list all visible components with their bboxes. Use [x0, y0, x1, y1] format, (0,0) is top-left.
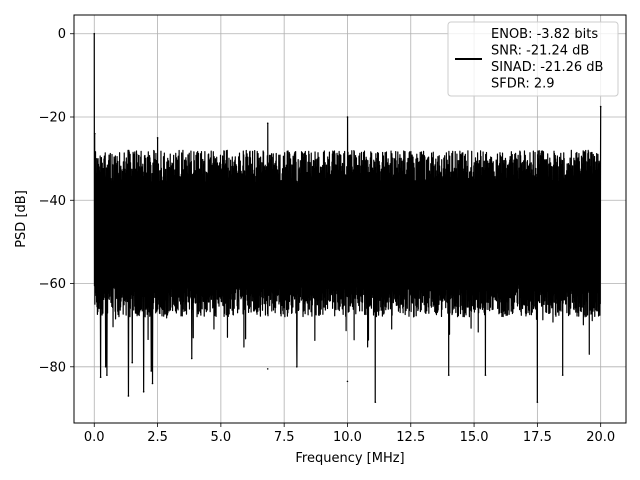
y-tick-label: 0: [58, 27, 66, 42]
psd-peak-point: [266, 122, 269, 125]
plot-frame: [73, 14, 627, 424]
psd-dip-point: [151, 382, 154, 385]
psd-peak-point: [93, 32, 96, 35]
legend-label: ENOB: -3.82 bits SNR: -21.24 dB SINAD: -21…: [491, 27, 603, 92]
psd-peak-point: [346, 116, 349, 118]
psd-dip-point: [142, 390, 145, 393]
psd-dip-point: [150, 370, 153, 372]
y-tick-label: −40: [39, 194, 66, 209]
psd-peak-point: [93, 132, 96, 135]
psd-dip-point: [447, 374, 450, 376]
legend-box: [447, 21, 619, 97]
legend-label-line: SFDR: 2.9: [491, 77, 555, 92]
psd-dip-point: [99, 376, 102, 379]
psd-dip-point: [106, 374, 108, 376]
x-tick-label: 5.0: [211, 430, 232, 445]
x-tick-label: 12.5: [396, 430, 425, 445]
psd-dip-point: [131, 361, 134, 364]
y-tick-label: −80: [39, 360, 66, 375]
psd-dip-point: [374, 401, 377, 403]
y-axis-label: PSD [dB]: [14, 190, 29, 248]
x-tick-label: 0.0: [84, 430, 105, 445]
x-tick-label: 10.0: [333, 430, 362, 445]
axis-ticks: 0.0 2.5 5.0 7.5 10.0 12.5 15.0 17.5 20.0 0 −20 −40 −…: [39, 27, 616, 445]
psd-dip-point: [190, 357, 193, 360]
y-tick-label: −60: [39, 277, 66, 292]
psd-trace: [93, 32, 602, 403]
psd-series-line: [93, 33, 602, 403]
psd-dip-point: [346, 380, 349, 383]
y-tick-label: −20: [39, 111, 66, 126]
x-tick-label: 20.0: [586, 430, 615, 445]
psd-dip-point: [296, 365, 298, 368]
x-tick-label: 17.5: [523, 430, 552, 445]
psd-dip-point: [561, 374, 564, 376]
psd-dip-point: [266, 368, 269, 370]
legend: ENOB: -3.82 bits SNR: -21.24 dB SINAD: -21…: [447, 21, 619, 97]
legend-label-line: SINAD: -21.26 dB: [491, 60, 603, 75]
x-tick-label: 2.5: [147, 430, 168, 445]
x-tick-label: 7.5: [274, 430, 295, 445]
psd-peak-point: [599, 105, 602, 108]
psd-peak-point: [156, 137, 159, 139]
psd-dip-point: [104, 365, 107, 368]
psd-dip-point: [127, 395, 130, 397]
psd-dip-point: [484, 374, 487, 376]
legend-label-line: ENOB: -3.82 bits: [491, 27, 598, 42]
x-axis-label: Frequency [MHz]: [295, 451, 404, 466]
legend-label-line: SNR: -21.24 dB: [491, 44, 589, 59]
psd-dip-point: [536, 401, 539, 403]
x-tick-label: 15.0: [460, 430, 489, 445]
